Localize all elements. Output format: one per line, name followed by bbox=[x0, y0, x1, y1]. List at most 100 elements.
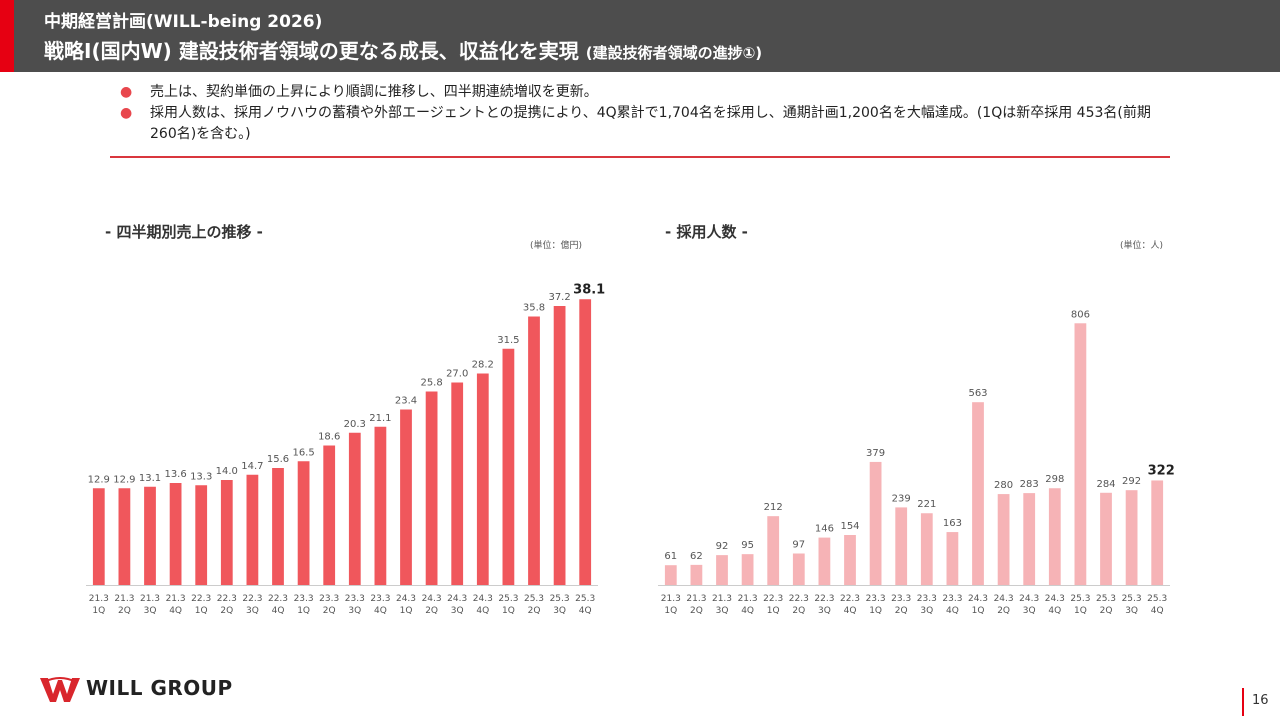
x-tick-label: 23.3 bbox=[319, 594, 339, 604]
data-label: 13.6 bbox=[164, 469, 186, 480]
x-tick-label: 23.3 bbox=[917, 594, 937, 604]
x-tick-label: 25.3 bbox=[1122, 594, 1142, 604]
x-tick-label: 24.3 bbox=[1019, 594, 1039, 604]
x-tick-label: 2Q bbox=[895, 606, 908, 616]
x-tick-label: 4Q bbox=[1048, 606, 1061, 616]
bullet-dot-icon: ● bbox=[120, 84, 133, 100]
hiring-bar-chart: 61 21.3 1Q 62 21.3 2Q 92 21.3 3Q 95 21.3 4Q 212 22.3 1… bbox=[658, 309, 1175, 616]
bar bbox=[818, 537, 831, 585]
x-tick-label: 2Q bbox=[220, 606, 233, 616]
bar bbox=[92, 488, 105, 585]
bar bbox=[297, 461, 310, 585]
data-label: 97 bbox=[792, 540, 805, 551]
data-label: 14.7 bbox=[241, 461, 263, 472]
data-label: 13.3 bbox=[190, 471, 212, 482]
x-tick-label: 1Q bbox=[92, 606, 105, 616]
data-label: 28.2 bbox=[472, 360, 494, 371]
x-tick-label: 21.3 bbox=[140, 594, 160, 604]
data-label: 14.0 bbox=[216, 466, 238, 477]
data-label: 20.3 bbox=[344, 419, 366, 430]
x-tick-label: 25.3 bbox=[1096, 594, 1116, 604]
sales-chart-title: - 四半期別売上の推移 - bbox=[105, 223, 263, 241]
x-tick-label: 3Q bbox=[818, 606, 831, 616]
bar bbox=[144, 486, 156, 585]
x-tick-label: 25.3 bbox=[1147, 594, 1167, 604]
data-label: 37.2 bbox=[548, 292, 570, 303]
x-tick-label: 24.3 bbox=[994, 594, 1014, 604]
bar bbox=[920, 513, 933, 585]
x-tick-label: 1Q bbox=[972, 606, 985, 616]
plan-subtitle: 中期経営計画(WILL-being 2026) bbox=[44, 12, 323, 32]
page-number: 16 bbox=[1252, 693, 1269, 708]
x-tick-label: 25.3 bbox=[498, 594, 518, 604]
x-tick-label: 25.3 bbox=[524, 594, 544, 604]
x-tick-label: 25.3 bbox=[1070, 594, 1090, 604]
bar bbox=[1074, 323, 1087, 585]
x-tick-label: 3Q bbox=[1023, 606, 1036, 616]
page-title-note: (建設技術者領域の進捗①) bbox=[585, 44, 763, 62]
data-label: 18.6 bbox=[318, 432, 340, 443]
data-label: 806 bbox=[1071, 309, 1090, 320]
data-label: 38.1 bbox=[573, 282, 605, 297]
bar bbox=[844, 534, 856, 585]
x-tick-label: 4Q bbox=[946, 606, 959, 616]
bar bbox=[1023, 493, 1036, 585]
bar bbox=[528, 316, 540, 585]
logo-wordmark: WILL GROUP bbox=[86, 676, 233, 700]
sales-chart-unit: (単位：億円) bbox=[530, 241, 583, 251]
bar bbox=[502, 348, 515, 585]
x-tick-label: 21.3 bbox=[166, 594, 186, 604]
summary-bullet: ● 売上は、契約単価の上昇により順調に推移し、四半期連続増収を更新。 bbox=[118, 82, 1168, 103]
bar bbox=[767, 516, 780, 585]
bar bbox=[1125, 490, 1138, 585]
bullet-dot-icon: ● bbox=[120, 105, 133, 121]
x-tick-label: 21.3 bbox=[686, 594, 706, 604]
bar bbox=[997, 494, 1010, 585]
bar bbox=[690, 564, 703, 585]
data-label: 563 bbox=[968, 388, 987, 399]
x-tick-label: 3Q bbox=[451, 606, 464, 616]
x-tick-label: 23.3 bbox=[345, 594, 365, 604]
data-label: 31.5 bbox=[497, 335, 519, 346]
data-label: 61 bbox=[664, 551, 677, 562]
x-tick-label: 24.3 bbox=[1045, 594, 1065, 604]
x-tick-label: 3Q bbox=[1125, 606, 1138, 616]
x-tick-label: 2Q bbox=[425, 606, 438, 616]
header-bar bbox=[0, 0, 1280, 72]
x-tick-label: 4Q bbox=[579, 606, 592, 616]
data-label: 292 bbox=[1122, 476, 1141, 487]
data-label: 23.4 bbox=[395, 396, 417, 407]
x-tick-label: 1Q bbox=[767, 606, 780, 616]
bar bbox=[1151, 480, 1164, 585]
bar bbox=[1100, 492, 1112, 585]
data-label: 95 bbox=[741, 540, 754, 551]
data-label: 379 bbox=[866, 448, 885, 459]
x-tick-label: 21.3 bbox=[661, 594, 681, 604]
x-tick-label: 21.3 bbox=[89, 594, 109, 604]
x-tick-label: 3Q bbox=[553, 606, 566, 616]
x-tick-label: 2Q bbox=[690, 606, 703, 616]
x-tick-label: 22.3 bbox=[217, 594, 237, 604]
bar bbox=[741, 554, 754, 585]
data-label: 146 bbox=[815, 524, 834, 535]
x-tick-label: 2Q bbox=[528, 606, 541, 616]
x-tick-label: 1Q bbox=[869, 606, 882, 616]
data-label: 62 bbox=[690, 551, 703, 562]
x-tick-label: 2Q bbox=[118, 606, 131, 616]
x-tick-label: 24.3 bbox=[968, 594, 988, 604]
data-label: 322 bbox=[1148, 463, 1175, 478]
x-tick-label: 25.3 bbox=[575, 594, 595, 604]
bar bbox=[869, 461, 882, 585]
x-tick-label: 2Q bbox=[1100, 606, 1113, 616]
x-tick-label: 2Q bbox=[323, 606, 336, 616]
x-tick-label: 1Q bbox=[502, 606, 515, 616]
data-label: 154 bbox=[840, 521, 859, 532]
x-tick-label: 24.3 bbox=[396, 594, 416, 604]
x-tick-label: 4Q bbox=[272, 606, 285, 616]
data-label: 21.1 bbox=[369, 413, 391, 424]
x-tick-label: 3Q bbox=[348, 606, 361, 616]
x-tick-label: 3Q bbox=[920, 606, 933, 616]
hiring-chart-title: - 採用人数 - bbox=[665, 223, 748, 241]
bar bbox=[553, 306, 566, 585]
bar bbox=[972, 402, 984, 585]
